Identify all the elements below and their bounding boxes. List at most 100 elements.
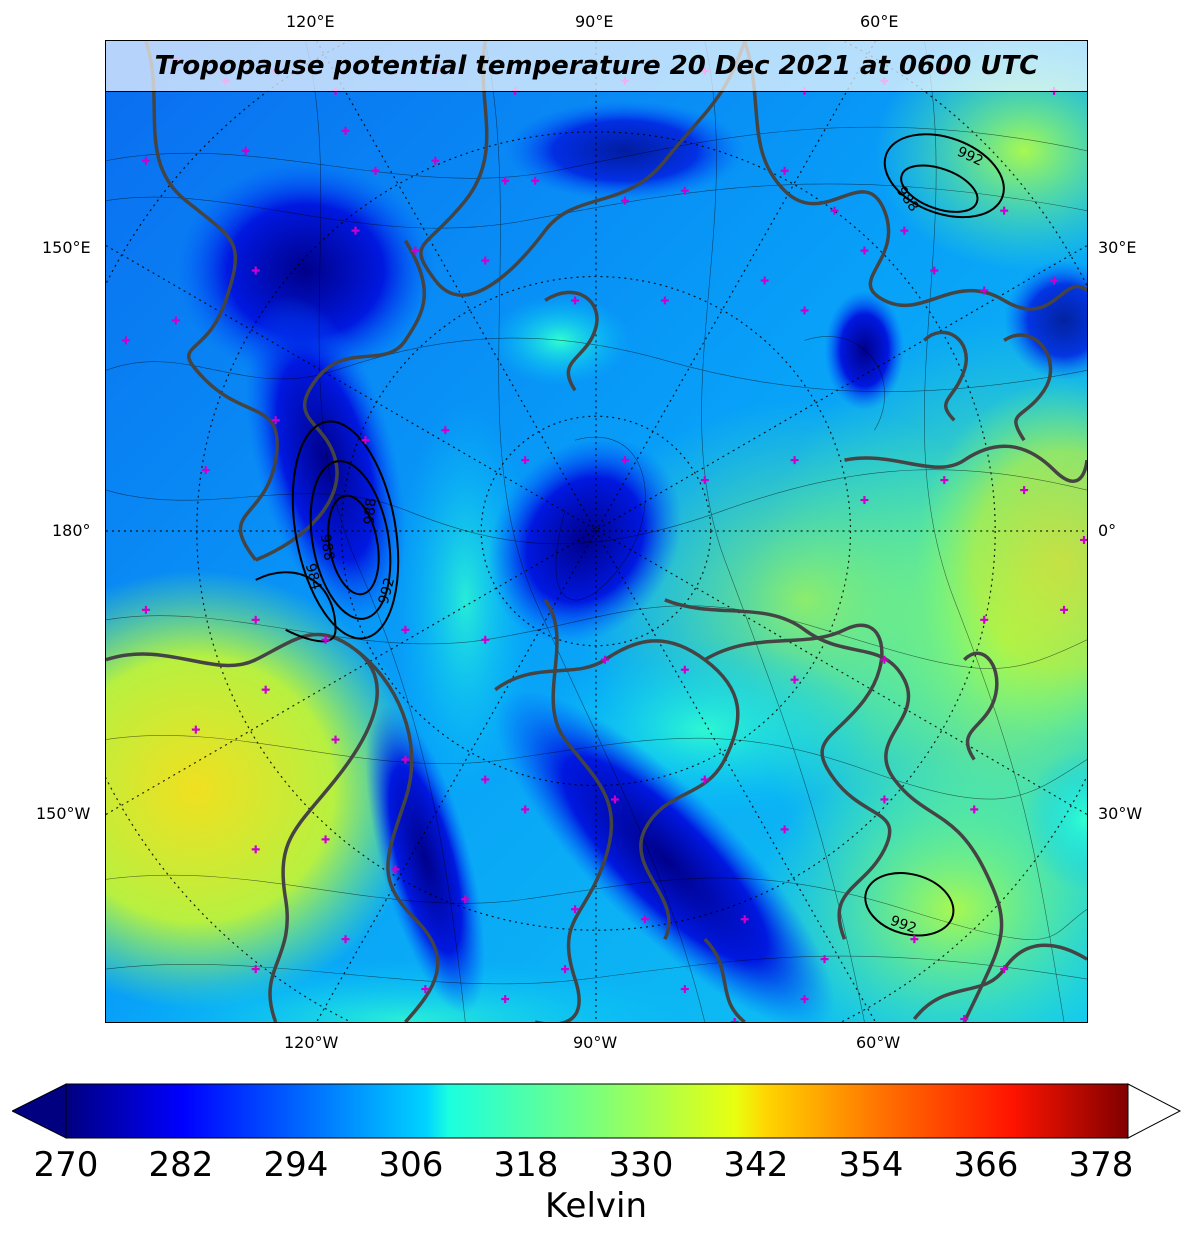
station-marker bbox=[191, 725, 200, 734]
station-marker bbox=[910, 935, 919, 944]
map-panel: 992 988 988 992 988 984 992 Tropopause p… bbox=[105, 40, 1088, 1023]
station-marker bbox=[321, 835, 330, 844]
station-marker bbox=[620, 456, 629, 465]
cold-streamer-left bbox=[245, 295, 407, 626]
station-marker bbox=[441, 426, 450, 435]
lon-label-right-2: 30°W bbox=[1098, 804, 1143, 823]
station-marker bbox=[321, 635, 330, 644]
station-marker bbox=[461, 895, 470, 904]
station-marker bbox=[481, 635, 490, 644]
cold-trough-lower bbox=[495, 689, 835, 1022]
mslp-contour-topright-inner bbox=[900, 164, 979, 213]
station-marker bbox=[880, 795, 889, 804]
station-marker bbox=[740, 915, 749, 924]
station-marker bbox=[700, 775, 709, 784]
colorbar-graphic bbox=[12, 1083, 1182, 1139]
station-marker bbox=[860, 496, 869, 505]
station-marker bbox=[1080, 535, 1087, 544]
colorbar-tick-8: 366 bbox=[953, 1145, 1019, 1185]
station-marker bbox=[970, 805, 979, 814]
station-marker bbox=[391, 865, 400, 874]
station-marker bbox=[800, 995, 809, 1004]
station-marker bbox=[561, 965, 570, 974]
lon-label-top-1: 90°E bbox=[575, 12, 614, 31]
mslp-contour-topright-outer bbox=[883, 133, 1005, 219]
station-marker bbox=[900, 226, 909, 235]
station-marker bbox=[351, 226, 360, 235]
station-marker bbox=[201, 466, 210, 475]
station-marker bbox=[680, 985, 689, 994]
mslp-label-2: 988 bbox=[362, 497, 380, 525]
station-marker bbox=[341, 126, 350, 135]
colorbar-tick-9: 378 bbox=[1068, 1145, 1134, 1185]
station-marker bbox=[331, 735, 340, 744]
station-marker bbox=[790, 456, 799, 465]
station-marker bbox=[820, 955, 829, 964]
mslp-contour-left-outer bbox=[291, 420, 400, 640]
station-marker bbox=[1060, 605, 1069, 614]
graticule bbox=[106, 41, 1087, 1022]
station-marker bbox=[251, 845, 260, 854]
station-marker bbox=[1020, 486, 1029, 495]
station-marker bbox=[371, 166, 380, 175]
colorbar bbox=[12, 1083, 1182, 1139]
colorbar-tick-7: 354 bbox=[838, 1145, 904, 1185]
lon-label-top-2: 60°E bbox=[860, 12, 899, 31]
colorbar-label: Kelvin bbox=[544, 1186, 648, 1226]
cold-core-right bbox=[824, 290, 905, 411]
station-marker bbox=[481, 775, 490, 784]
station-marker bbox=[760, 276, 769, 285]
lon-label-bottom-1: 90°W bbox=[573, 1033, 618, 1052]
station-marker bbox=[141, 156, 150, 165]
station-marker bbox=[780, 825, 789, 834]
station-marker bbox=[620, 196, 629, 205]
station-marker bbox=[790, 675, 799, 684]
station-marker bbox=[680, 665, 689, 674]
cold-core-center bbox=[488, 436, 682, 644]
warm-region-lower-right bbox=[754, 749, 1087, 1022]
colorbar-ramp bbox=[65, 1083, 1129, 1139]
colorbar-extend-high bbox=[1127, 1083, 1182, 1139]
lon-label-left-1: 180° bbox=[52, 521, 91, 540]
colorbar-tick-4: 318 bbox=[493, 1145, 559, 1185]
station-marker bbox=[141, 605, 150, 614]
station-marker bbox=[251, 965, 260, 974]
green-top-right bbox=[874, 41, 1087, 271]
station-marker bbox=[880, 655, 889, 664]
mslp-contour-left-arc bbox=[255, 571, 337, 643]
station-marker bbox=[571, 905, 580, 914]
station-marker bbox=[271, 416, 280, 425]
colorbar-tick-5: 330 bbox=[608, 1145, 674, 1185]
cold-core-upper-left bbox=[175, 160, 436, 381]
colorbar-tick-6: 342 bbox=[723, 1145, 789, 1185]
station-marker bbox=[431, 156, 440, 165]
station-marker bbox=[411, 246, 420, 255]
station-marker bbox=[121, 336, 130, 345]
station-marker bbox=[401, 755, 410, 764]
cyan-bottom bbox=[106, 959, 705, 1022]
map-title: Tropopause potential temperature 20 Dec … bbox=[154, 51, 1039, 81]
station-marker bbox=[571, 296, 580, 305]
colorbar-tick-2: 294 bbox=[263, 1145, 329, 1185]
station-marker bbox=[960, 1015, 969, 1022]
colorbar-extend-low bbox=[12, 1083, 67, 1139]
cyan-right-mid bbox=[1024, 749, 1087, 890]
lon-label-right-0: 30°E bbox=[1098, 238, 1137, 257]
station-marker bbox=[930, 266, 939, 275]
colorbar-tick-3: 306 bbox=[378, 1145, 444, 1185]
station-marker bbox=[521, 805, 530, 814]
station-marker bbox=[171, 316, 180, 325]
station-marker bbox=[610, 795, 619, 804]
station-marker bbox=[501, 995, 510, 1004]
coastlines bbox=[106, 41, 1087, 1022]
lon-label-top-0: 120°E bbox=[286, 12, 335, 31]
lon-label-right-1: 0° bbox=[1098, 521, 1117, 540]
station-marker bbox=[251, 266, 260, 275]
lon-label-bottom-0: 120°W bbox=[284, 1033, 339, 1052]
station-marker bbox=[660, 296, 669, 305]
station-marker bbox=[361, 436, 370, 445]
tropopause-theta-field: 992 988 988 992 988 984 992 bbox=[106, 41, 1087, 1022]
station-marker bbox=[1050, 276, 1059, 285]
yellow-region-lower-left bbox=[106, 569, 426, 1009]
station-marker bbox=[980, 615, 989, 624]
